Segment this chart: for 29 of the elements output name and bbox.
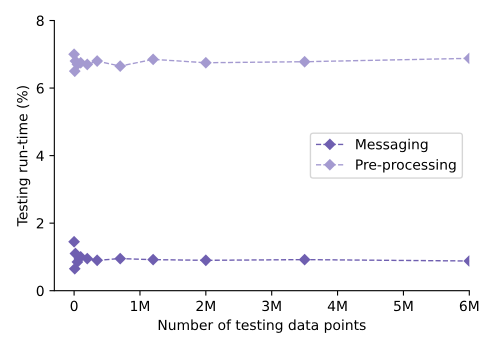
x-tick-label: 4M	[328, 300, 347, 311]
x-tick-label: 3M	[262, 300, 281, 312]
point	[148, 254, 159, 266]
x-tick-label: 0	[70, 300, 78, 312]
point	[200, 57, 212, 68]
y-tick-label: 4	[36, 150, 44, 161]
x-axis-title: Number of testing data points	[158, 319, 366, 333]
y-tick-label: 8	[36, 15, 44, 26]
point	[200, 254, 212, 266]
y-tick-label: 2	[36, 218, 44, 228]
point	[148, 54, 159, 65]
point	[82, 253, 93, 264]
x-tick-label: 6M	[460, 300, 478, 312]
legend-label: Pre-processing	[356, 159, 456, 173]
y-axis-title: Testing run-time (%)	[16, 86, 30, 226]
legend-label: Messaging	[356, 138, 428, 152]
point	[114, 253, 126, 264]
point	[68, 236, 80, 248]
y-tick-label: 6	[36, 83, 44, 94]
x-tick-label: 2M	[196, 300, 215, 311]
y-tick-label: 0	[36, 286, 44, 296]
x-tick-label: 1M	[131, 300, 150, 311]
point	[82, 58, 93, 70]
point	[299, 254, 310, 266]
point	[114, 60, 126, 72]
point	[92, 55, 103, 67]
point	[92, 254, 103, 266]
x-tick-label: 5M	[394, 300, 412, 312]
point	[299, 56, 310, 68]
